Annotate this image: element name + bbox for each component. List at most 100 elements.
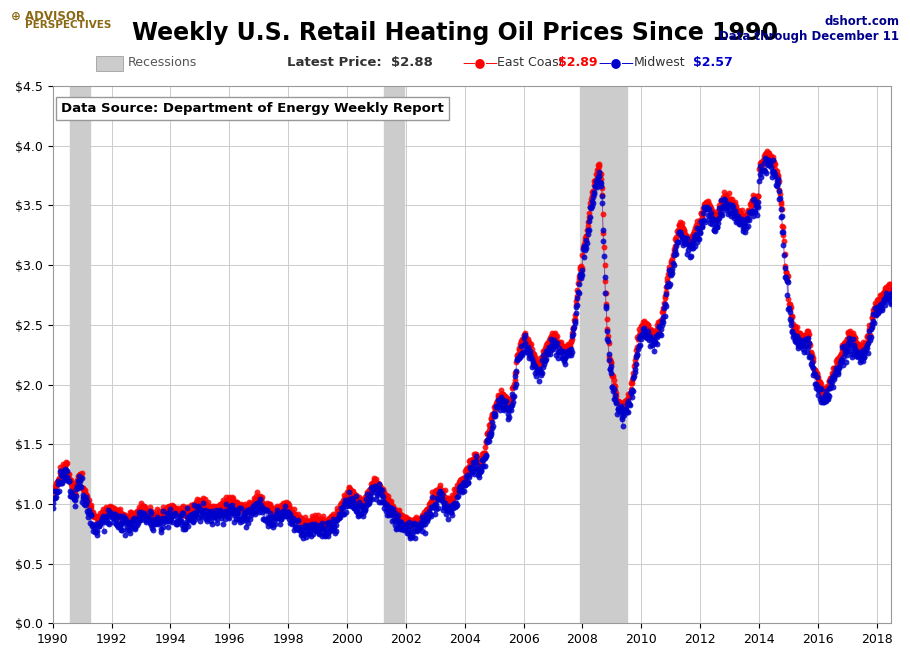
Point — [836, 341, 851, 352]
Point — [878, 285, 893, 295]
Point — [246, 498, 260, 508]
Point — [606, 375, 621, 385]
Point — [697, 202, 712, 213]
Point — [135, 505, 149, 516]
Point — [792, 328, 806, 338]
Point — [693, 216, 708, 227]
Point — [444, 494, 459, 504]
Point — [661, 268, 675, 279]
Point — [455, 474, 470, 485]
Point — [199, 504, 214, 514]
Point — [752, 202, 766, 212]
Point — [672, 226, 686, 237]
Point — [869, 306, 884, 317]
Point — [330, 515, 345, 525]
Point — [521, 349, 536, 360]
Point — [240, 501, 255, 512]
Point — [294, 513, 308, 524]
Point — [834, 349, 848, 360]
Point — [864, 320, 878, 330]
Point — [486, 410, 501, 421]
Point — [345, 501, 359, 512]
Point — [723, 194, 737, 204]
Point — [254, 507, 268, 518]
Point — [813, 381, 827, 392]
Point — [440, 505, 454, 516]
Point — [854, 342, 869, 353]
Point — [136, 508, 150, 519]
Point — [239, 506, 254, 516]
Point — [632, 341, 646, 352]
Point — [585, 186, 600, 196]
Point — [850, 350, 864, 361]
Point — [721, 195, 735, 206]
Point — [73, 469, 87, 479]
Point — [548, 333, 562, 344]
Point — [288, 521, 302, 531]
Point — [420, 504, 435, 515]
Point — [357, 499, 371, 510]
Point — [625, 385, 640, 396]
Point — [803, 350, 817, 361]
Point — [73, 469, 87, 479]
Point — [829, 358, 844, 369]
Point — [92, 521, 106, 531]
Point — [207, 508, 221, 518]
Point — [349, 496, 364, 506]
Point — [419, 513, 433, 524]
Point — [480, 434, 495, 445]
Point — [305, 519, 319, 529]
Point — [672, 219, 686, 230]
Point — [402, 516, 417, 527]
Point — [110, 508, 125, 519]
Point — [439, 501, 453, 512]
Point — [611, 395, 625, 406]
Point — [774, 212, 788, 223]
Point — [105, 504, 119, 515]
Point — [801, 330, 815, 341]
Point — [98, 502, 113, 512]
Point — [136, 504, 150, 515]
Point — [462, 456, 477, 467]
Point — [457, 477, 471, 488]
Point — [682, 240, 696, 251]
Point — [125, 514, 139, 524]
Point — [618, 396, 632, 407]
Point — [154, 527, 168, 537]
Point — [704, 206, 719, 217]
Point — [384, 502, 399, 512]
Point — [51, 476, 66, 486]
Point — [530, 365, 544, 375]
Point — [414, 512, 429, 523]
Point — [459, 471, 473, 482]
Point — [482, 430, 497, 441]
Point — [490, 396, 504, 407]
Point — [431, 483, 446, 493]
Point — [293, 515, 308, 525]
Point — [829, 363, 844, 373]
Point — [449, 488, 463, 498]
Point — [167, 508, 182, 518]
Point — [510, 351, 524, 362]
Point — [595, 209, 610, 219]
Point — [108, 518, 123, 529]
Point — [70, 481, 85, 492]
Point — [248, 494, 263, 505]
Point — [147, 519, 162, 529]
Point — [184, 500, 198, 510]
Point — [702, 201, 716, 212]
Point — [675, 222, 690, 233]
Point — [448, 488, 462, 498]
Point — [58, 465, 73, 475]
Point — [559, 351, 573, 362]
Point — [887, 282, 902, 292]
Point — [624, 387, 639, 397]
Point — [368, 481, 382, 491]
Point — [706, 210, 721, 220]
Point — [422, 502, 437, 512]
Point — [511, 354, 525, 364]
Point — [193, 499, 207, 510]
Point — [722, 188, 736, 199]
Point — [115, 510, 129, 520]
Point — [286, 513, 300, 524]
